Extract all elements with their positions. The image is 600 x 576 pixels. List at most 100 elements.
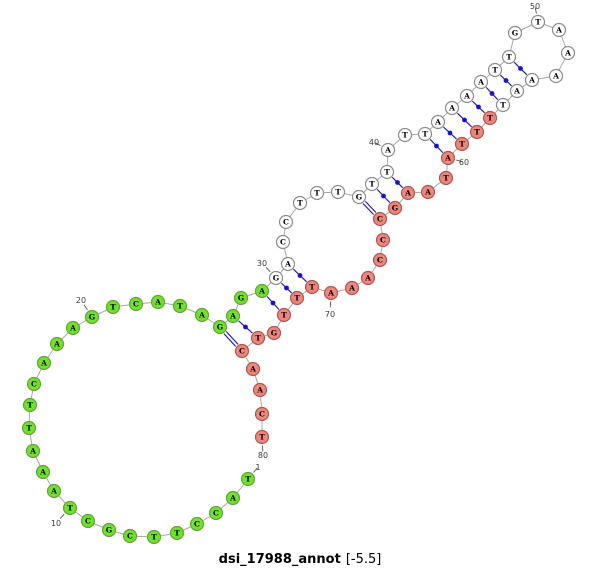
nucleotide-circle	[49, 336, 65, 352]
nucleotide-16: C	[26, 376, 42, 392]
plot-title: dsi_17988_annot [-5.5]	[0, 552, 600, 567]
nucleotide-circle	[330, 184, 346, 200]
nucleotide-letter: T	[27, 401, 33, 410]
nucleotide-circle	[25, 443, 41, 459]
nucleotide-18: A	[49, 336, 65, 352]
backbone-layer	[28, 21, 569, 538]
nucleotide-circle	[430, 114, 446, 130]
nucleotide-letter: A	[424, 188, 431, 197]
nucleotide-circle	[560, 45, 576, 61]
nucleotide-7: C	[122, 528, 138, 544]
nucleotide-letter: T	[443, 174, 449, 183]
nucleotide-70: A	[323, 285, 339, 301]
nucleotide-51: A	[551, 22, 567, 38]
nucleotide-circle	[62, 500, 78, 516]
nucleotide-40: A	[380, 142, 396, 158]
nucleotide-letter: G	[356, 193, 362, 202]
nucleotide-49: G	[507, 25, 523, 41]
nucleotide-60: A	[440, 150, 456, 166]
nucleotide-letter: C	[377, 256, 383, 265]
nucleotide-letter: T	[492, 66, 498, 75]
nucleotide-letter: T	[110, 303, 116, 312]
nucleotide-46: A	[473, 74, 489, 90]
nucleotide-44: A	[444, 100, 460, 116]
nucleotide-31: A	[280, 256, 296, 272]
nucleotide-48: T	[501, 49, 517, 65]
nucleotide-letter: A	[384, 146, 391, 155]
position-label: 70	[325, 310, 335, 319]
nucleotide-circle	[473, 74, 489, 90]
nucleotide-letter: A	[229, 494, 236, 503]
nucleotide-circle	[254, 406, 270, 422]
nucleotide-27: A	[225, 308, 241, 324]
nucleotide-54: A	[524, 72, 540, 88]
nucleotide-circle	[22, 397, 38, 413]
nucleotide-circle	[225, 490, 241, 506]
position-label: 30	[257, 259, 267, 268]
nucleotide-letter: T	[294, 294, 300, 303]
nucleotide-circle	[375, 232, 391, 248]
nucleotide-letter: A	[50, 487, 57, 496]
pair-bond-dot	[503, 78, 509, 83]
nucleotide-circle	[280, 256, 296, 272]
nucleotide-56: T	[495, 97, 511, 113]
nucleotide-53: A	[548, 68, 564, 84]
nucleotide-77: A	[245, 361, 261, 377]
position-label: 10	[51, 519, 61, 528]
nucleotide-circle	[250, 330, 266, 346]
nucleotide-circle	[266, 325, 282, 341]
nucleotide-6: T	[146, 529, 162, 545]
nucleotide-letter: T	[474, 128, 480, 137]
nucleotide-24: T	[172, 298, 188, 314]
nucleotide-circle	[212, 319, 228, 335]
nucleotide-letter: G	[238, 294, 244, 303]
nucleotide-circle	[35, 464, 51, 480]
nucleotide-11: A	[46, 483, 62, 499]
nucleotide-letter: T	[245, 475, 251, 484]
nucleotide-36: T	[330, 184, 346, 200]
nucleotide-letter: G	[271, 329, 277, 338]
nucleotide-letter: T	[487, 114, 493, 123]
nucleotide-letter: A	[249, 365, 256, 374]
pair-bond-dot	[434, 143, 439, 149]
nucleotide-circle	[194, 307, 210, 323]
nucleotide-letter: T	[174, 529, 180, 538]
nucleotide-58: T	[469, 124, 485, 140]
nucleotide-circle	[469, 124, 485, 140]
nucleotide-circle	[26, 376, 42, 392]
nucleotide-14: T	[21, 420, 37, 436]
nucleotide-66: C	[375, 232, 391, 248]
nucleotide-10: T	[62, 500, 78, 516]
nucleotide-letter: A	[364, 274, 371, 283]
nucleotide-letter: C	[280, 238, 286, 247]
nucleotide-38: T	[364, 176, 380, 192]
nucleotide-circle	[169, 525, 185, 541]
nucleotide-circle	[444, 100, 460, 116]
nucleotide-2: A	[225, 490, 241, 506]
nucleotide-circle	[397, 127, 413, 143]
nucleotide-letter: G	[217, 323, 223, 332]
nucleotide-circle	[417, 126, 433, 142]
nucleotide-circle	[105, 299, 121, 315]
nucleotide-letter: A	[434, 118, 441, 127]
nucleotide-letter: C	[213, 509, 219, 518]
nucleotide-letter: A	[29, 447, 36, 456]
nucleotide-circle	[65, 320, 81, 336]
nucleotide-4: C	[189, 516, 205, 532]
nucleotide-circle	[189, 516, 205, 532]
nucleotide-letter: T	[67, 504, 73, 513]
nucleotide-71: T	[304, 279, 320, 295]
nucleotide-letter: G	[392, 204, 398, 213]
nucleotide-letter: A	[40, 359, 47, 368]
plot-title-name: dsi_17988_annot	[218, 552, 341, 567]
nucleotide-circle	[268, 270, 284, 286]
nucleotide-circle	[128, 296, 144, 312]
nucleotide-letter: A	[348, 284, 355, 293]
nucleotide-33: C	[278, 214, 294, 230]
nucleotide-circle	[548, 68, 564, 84]
position-tick	[59, 513, 65, 519]
nucleotide-23: A	[150, 294, 166, 310]
position-label: 40	[369, 138, 379, 147]
position-label: 60	[459, 158, 469, 167]
nucleotide-75: T	[250, 330, 266, 346]
